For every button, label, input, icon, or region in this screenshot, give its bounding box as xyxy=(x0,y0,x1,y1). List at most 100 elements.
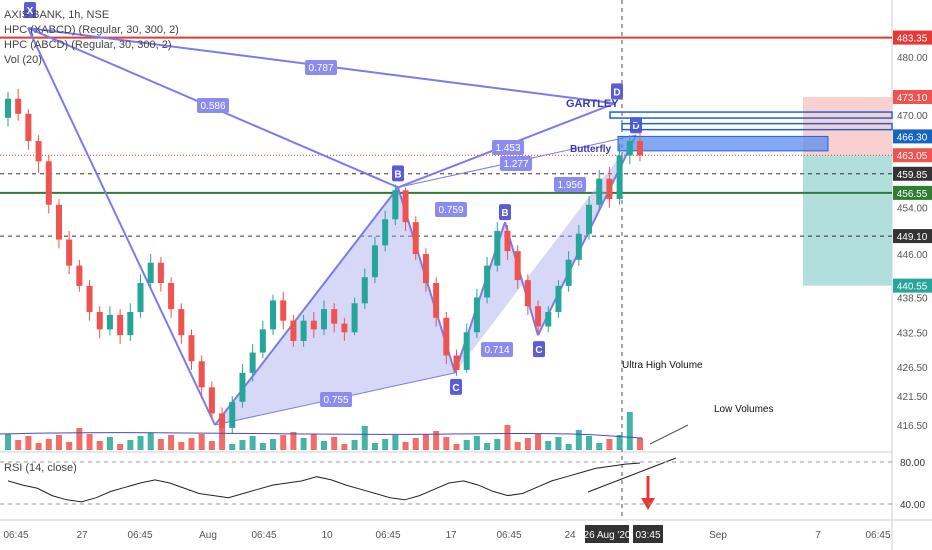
volume-bar xyxy=(341,444,348,450)
ultra-high-volume-note: Ultra High Volume xyxy=(622,360,703,371)
volume-bar xyxy=(280,435,287,450)
candle-body xyxy=(412,222,419,255)
butterfly-prz-box xyxy=(621,122,893,131)
candle-body xyxy=(219,413,226,428)
price-label-value: 449.10 xyxy=(897,232,928,243)
pattern-leg-ab xyxy=(214,186,399,426)
candle-body xyxy=(137,283,144,312)
time-tick-label: 06:45 xyxy=(375,530,400,541)
volume-bar xyxy=(514,442,521,450)
ratio-label: 1.453 xyxy=(495,143,520,154)
rsi-tick-label: 80.00 xyxy=(900,458,925,469)
volume-bar xyxy=(321,441,327,450)
volume-bar xyxy=(596,443,603,450)
volume-bar xyxy=(270,439,277,450)
ratio-label: 1.277 xyxy=(503,159,528,170)
candle-body xyxy=(229,401,236,428)
candle-body xyxy=(392,190,399,220)
ratio-badge xyxy=(435,202,467,217)
time-cursor-label: 26 Aug '20 xyxy=(584,530,631,541)
volume-bar xyxy=(117,444,124,450)
time-tick-label: 06:45 xyxy=(865,530,890,541)
volume-bar xyxy=(15,440,22,450)
volume-bar xyxy=(453,444,460,450)
pattern-point-box xyxy=(611,83,623,100)
candle-body xyxy=(5,98,11,118)
volume-bar xyxy=(35,443,42,450)
study-abcd[interactable]: HPC (ABCD) (Regular, 30, 300, 2) xyxy=(4,39,172,51)
time-tick-label: 06:45 xyxy=(496,530,521,541)
volume-bar xyxy=(249,436,256,450)
pattern-triangle-cd xyxy=(455,135,636,373)
volume-bar xyxy=(300,438,307,450)
candle-body xyxy=(626,141,633,156)
candle-body xyxy=(606,178,613,199)
price-label-value: 456.55 xyxy=(897,189,928,200)
pattern-point-label: B xyxy=(394,169,401,180)
volume-bar xyxy=(361,426,368,450)
price-label-value: 459.85 xyxy=(897,170,928,181)
volume-bar xyxy=(198,434,205,450)
candle-body xyxy=(96,311,103,330)
candle-body xyxy=(15,98,22,114)
price-label-box xyxy=(893,229,932,244)
candle-body xyxy=(351,303,358,333)
volume-bar xyxy=(586,436,593,450)
candle-body xyxy=(565,259,572,286)
ratio-badge xyxy=(554,177,586,192)
pattern-name-gartley: GARTLEY xyxy=(566,98,619,110)
price-label-box xyxy=(893,89,932,104)
candle-body xyxy=(208,387,215,414)
volume-bar xyxy=(545,441,552,450)
low-volumes-note: Low Volumes xyxy=(714,404,774,415)
time-tick-label: 24 xyxy=(564,530,576,541)
candle-body xyxy=(422,254,429,284)
pattern-point-label: C xyxy=(452,383,459,394)
price-tick-label: 480.00 xyxy=(897,53,928,64)
study-volume[interactable]: Vol (20) xyxy=(4,54,42,66)
candle-body xyxy=(66,239,73,266)
volume-bar xyxy=(484,443,491,450)
ratio-badge xyxy=(197,98,229,113)
candle-body xyxy=(555,285,562,312)
price-tick-label: 470.00 xyxy=(897,111,928,122)
candle-body xyxy=(198,361,205,388)
price-tick-label: 421.50 xyxy=(897,392,928,403)
volume-bar xyxy=(433,431,440,450)
time-cursor-box xyxy=(633,525,663,543)
ratio-label: 0.759 xyxy=(438,205,463,216)
volume-bar xyxy=(66,442,73,450)
volume-bar xyxy=(555,437,562,450)
candle-body xyxy=(270,300,277,330)
volume-bar xyxy=(45,439,52,450)
volume-bar xyxy=(524,438,531,450)
volume-bar xyxy=(443,437,450,450)
candle-body xyxy=(524,280,531,307)
study-xabcd[interactable]: HPC (XABCD) (Regular, 30, 300, 2) xyxy=(4,24,179,36)
target-zone xyxy=(803,155,892,286)
volume-bar xyxy=(55,435,62,450)
volume-bar xyxy=(239,440,246,450)
volume-bar xyxy=(535,434,542,450)
price-label-value: 463.05 xyxy=(897,151,928,162)
volume-bar xyxy=(86,434,93,450)
gartley-prz-box xyxy=(609,111,893,119)
price-label-value: 440.55 xyxy=(897,282,928,293)
chart-legend: AXIS BANK, 1h, NSE HPC (XABCD) (Regular,… xyxy=(4,8,179,68)
ratio-label: 0.755 xyxy=(323,395,348,406)
volume-bar xyxy=(575,430,582,450)
time-cursor-label: 03:45 xyxy=(635,530,660,541)
ratio-label: 1.956 xyxy=(557,180,582,191)
ratio-badge xyxy=(320,392,352,407)
rsi-label[interactable]: RSI (14, close) xyxy=(4,462,77,474)
symbol-title[interactable]: AXIS BANK, 1h, NSE xyxy=(4,9,110,21)
volume-bar xyxy=(371,443,378,450)
pattern-point-label: X xyxy=(27,6,34,17)
volume-bar xyxy=(96,441,103,450)
price-label-box xyxy=(893,148,932,163)
rsi-tick-label: 40.00 xyxy=(900,500,925,511)
pattern-leg-bc2 xyxy=(504,221,539,336)
volume-bar xyxy=(422,434,429,450)
